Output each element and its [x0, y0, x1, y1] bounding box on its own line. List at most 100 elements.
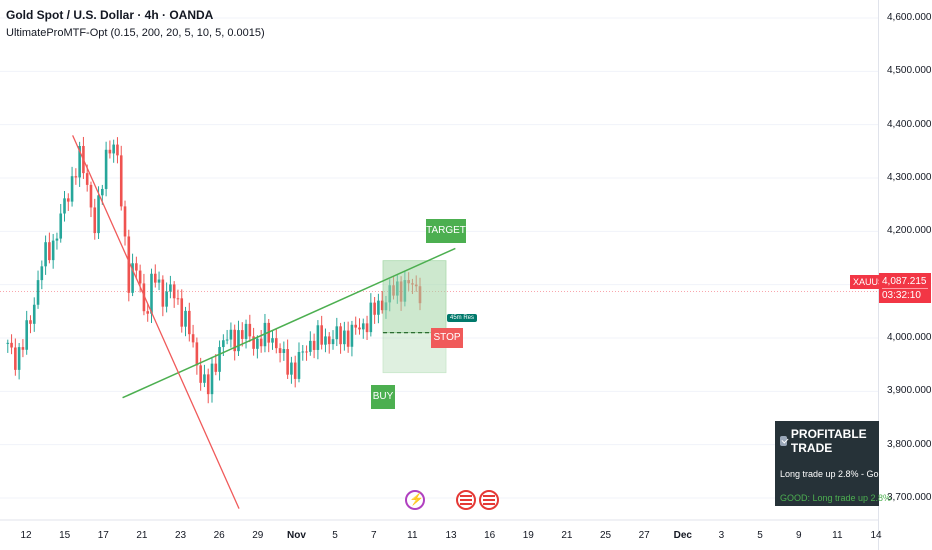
candle-body — [66, 198, 70, 202]
x-tick-label: 13 — [445, 530, 457, 541]
candle-body — [286, 349, 289, 375]
candle-body — [142, 283, 146, 312]
candle-body — [271, 338, 274, 343]
candle-body — [104, 149, 108, 189]
candle-body — [63, 198, 66, 214]
candle-body — [210, 363, 214, 395]
candle-body — [161, 279, 165, 307]
candle-body — [365, 323, 369, 333]
candle-body — [127, 236, 131, 293]
checkmark-icon — [780, 436, 787, 446]
candle-body — [108, 149, 112, 154]
candle-body — [10, 342, 13, 348]
candle-body — [89, 184, 93, 208]
candle-body — [17, 347, 21, 370]
candle-body — [112, 144, 115, 154]
candle-body — [138, 270, 142, 284]
candle-body — [278, 348, 282, 353]
candle-body — [146, 311, 150, 314]
candle-body — [32, 304, 36, 324]
candle-body — [331, 339, 335, 345]
x-tick-label: 12 — [20, 530, 32, 541]
resistance-tag: 45m Res — [447, 314, 478, 322]
candle-body — [93, 207, 97, 234]
candle-body — [309, 340, 312, 352]
candle-body — [229, 329, 233, 340]
candle-body — [297, 352, 301, 379]
candle-body — [25, 320, 28, 350]
last-price: 4,087.215 — [882, 276, 927, 287]
candle-body — [369, 302, 373, 333]
x-tick-label: 11 — [407, 530, 418, 541]
x-tick-label: 19 — [522, 530, 534, 541]
us-flag-icon[interactable] — [479, 490, 499, 510]
candle-timer: 03:32:10 — [882, 288, 928, 302]
candles — [6, 136, 422, 404]
resistance-trendline — [72, 135, 240, 509]
last-price-tag: 4,087.215 03:32:10 — [879, 273, 931, 303]
candle-body — [256, 338, 259, 349]
candle-body — [180, 298, 184, 327]
candle-body — [214, 363, 218, 372]
target-callout: TARGET — [426, 219, 466, 243]
x-tick-label: 5 — [332, 530, 338, 541]
panel-title: PROFITABLE TRADE — [780, 427, 874, 455]
candle-body — [169, 284, 172, 292]
y-tick-label: 3,900.000 — [887, 385, 932, 397]
y-tick-label: 4,200.000 — [887, 225, 932, 237]
indicator-label[interactable]: UltimateProMTF-Opt (0.15, 200, 20, 5, 10… — [6, 27, 265, 39]
candle-body — [346, 330, 350, 347]
candle-body — [206, 374, 210, 395]
candle-body — [316, 325, 320, 350]
candle-body — [29, 320, 32, 324]
candle-body — [6, 342, 10, 344]
candle-body — [335, 326, 339, 340]
candle-body — [14, 347, 17, 370]
x-tick-label: Dec — [673, 530, 692, 541]
candle-body — [51, 240, 55, 261]
candle-body — [373, 302, 376, 315]
candle-body — [97, 195, 100, 234]
candle-body — [131, 263, 134, 293]
x-tick-label: 25 — [599, 530, 612, 541]
y-tick-label: 3,700.000 — [887, 492, 932, 503]
candle-body — [248, 323, 252, 337]
x-tick-label: 27 — [638, 530, 650, 541]
candle-body — [343, 330, 346, 345]
stop-callout: STOP — [431, 328, 463, 348]
panel-title-text: PROFITABLE TRADE — [790, 427, 867, 455]
y-tick-label: 4,000.000 — [887, 332, 932, 343]
candle-body — [324, 336, 327, 345]
candle-body — [150, 273, 153, 314]
candle-body — [339, 326, 342, 345]
candle-body — [290, 362, 293, 375]
x-tick-label: 14 — [870, 530, 882, 541]
x-tick-label: 15 — [59, 530, 71, 541]
candle-body — [305, 351, 308, 353]
candle-body — [123, 206, 127, 237]
panel-subtitle: Long trade up 2.8% - Good work! — [780, 469, 913, 479]
x-tick-label: 29 — [252, 530, 264, 541]
candle-body — [244, 323, 248, 339]
x-tick-label: 17 — [97, 530, 109, 541]
candle-body — [312, 340, 316, 350]
us-flag-icon[interactable] — [456, 490, 476, 510]
candle-body — [301, 351, 305, 353]
candle-body — [320, 325, 323, 345]
x-tick-label: 9 — [795, 530, 802, 541]
x-tick-label: 26 — [213, 530, 225, 541]
candle-body — [78, 145, 81, 178]
x-tick-label: 11 — [832, 530, 843, 541]
candle-body — [157, 279, 161, 283]
candle-body — [240, 330, 244, 339]
candle-body — [274, 338, 278, 349]
candle-body — [233, 329, 236, 352]
candle-body — [85, 173, 89, 185]
y-tick-label: 4,400.000 — [887, 118, 932, 130]
overlays — [72, 135, 456, 509]
candle-body — [172, 284, 176, 299]
chart-title: Gold Spot / U.S. Dollar · 4h · OANDA — [6, 8, 214, 22]
candle-body — [361, 323, 365, 330]
lightning-icon[interactable] — [405, 490, 425, 510]
